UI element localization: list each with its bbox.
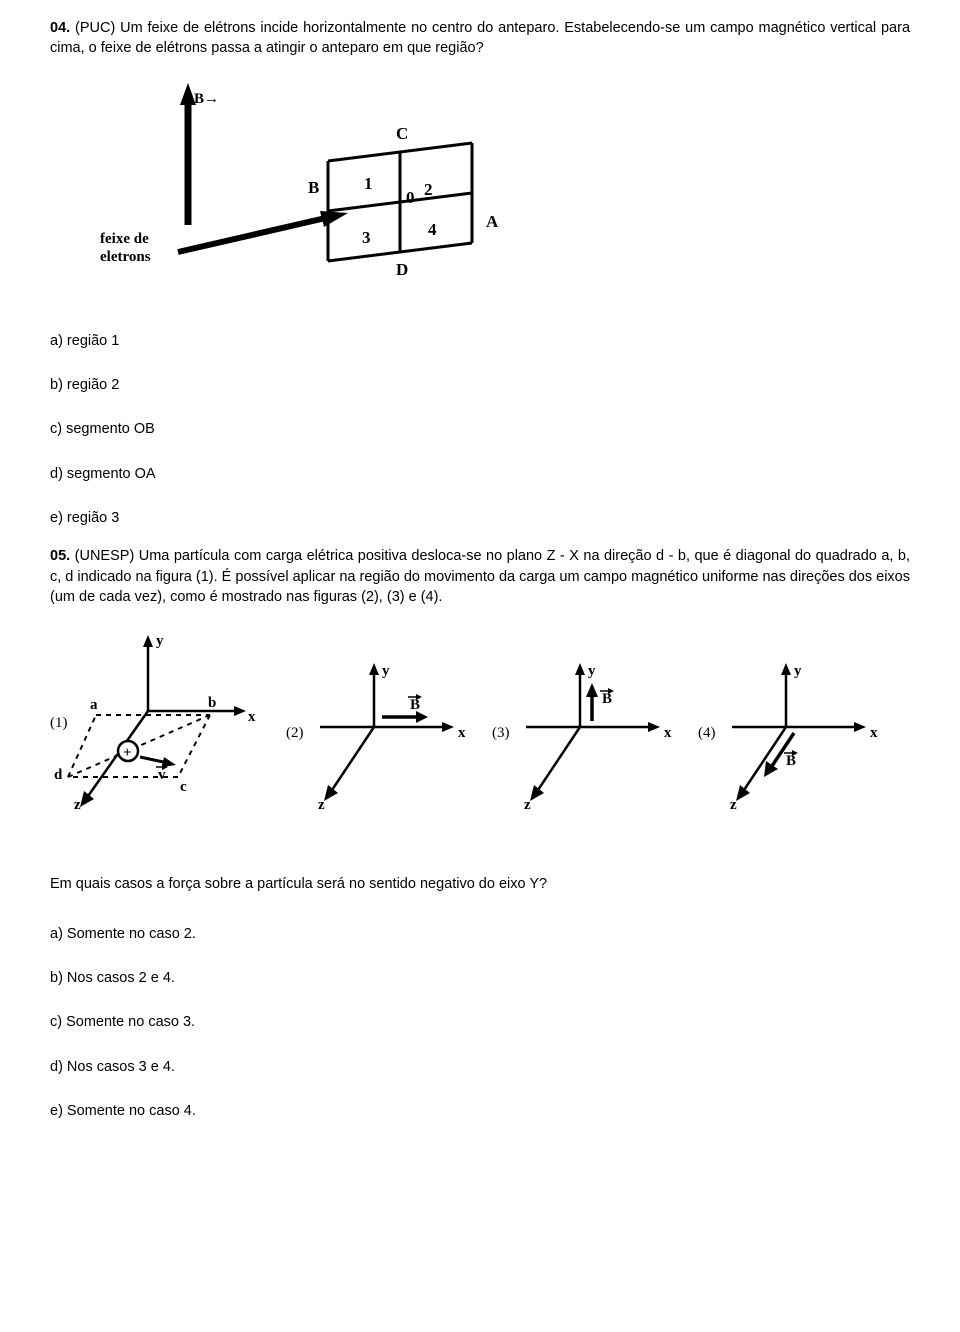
subfig-2-label: (2) — [286, 725, 304, 741]
label-1: 1 — [364, 174, 373, 193]
feixe-label-1: feixe de — [100, 231, 149, 247]
label-D: D — [396, 260, 408, 279]
q05-body: Uma partícula com carga elétrica positiv… — [50, 548, 910, 605]
z-axis-1: z — [74, 797, 81, 811]
svg-text:y: y — [588, 663, 596, 679]
label-B: B — [308, 178, 319, 197]
q04-opt-b: b) região 2 — [50, 375, 910, 395]
q05-opt-d: d) Nos casos 3 e 4. — [50, 1057, 910, 1077]
q05-source: (UNESP) — [75, 548, 135, 564]
label-4: 4 — [428, 220, 437, 239]
q04-opt-a: a) região 1 — [50, 331, 910, 351]
y-axis-1: y — [156, 633, 164, 649]
q05-opt-e: e) Somente no caso 4. — [50, 1101, 910, 1121]
svg-text:y: y — [382, 663, 390, 679]
feixe-label-2: eletrons — [100, 249, 151, 265]
q04-text: 04. (PUC) Um feixe de elétrons incide ho… — [50, 18, 910, 59]
q05-options: a) Somente no caso 2. b) Nos casos 2 e 4… — [50, 924, 910, 1121]
svg-text:c: c — [180, 779, 187, 795]
q05-text: 05. (UNESP) Uma partícula com carga elét… — [50, 546, 910, 607]
svg-text:x: x — [458, 725, 466, 741]
b-vector-label: B→ — [194, 91, 219, 107]
svg-text:z: z — [318, 797, 325, 811]
q04-figure: B→ feixe de eletrons C D B A 1 2 0 3 4 — [100, 75, 910, 301]
q05-opt-a: a) Somente no caso 2. — [50, 924, 910, 944]
q05-opt-b: b) Nos casos 2 e 4. — [50, 968, 910, 988]
q05-number: 05. — [50, 548, 70, 564]
subfig-3: y x z B (3) — [492, 661, 682, 817]
label-2: 2 — [424, 180, 433, 199]
svg-text:z: z — [524, 797, 531, 811]
svg-text:z: z — [730, 797, 737, 811]
x-axis-1: x — [248, 709, 256, 725]
q05-opt-c: c) Somente no caso 3. — [50, 1012, 910, 1032]
svg-text:B: B — [786, 753, 796, 769]
q04-opt-c: c) segmento OB — [50, 419, 910, 439]
subfig-1: y x z + v a b c d — [50, 631, 270, 817]
svg-text:+: + — [123, 745, 132, 761]
q04-opt-e: e) região 3 — [50, 508, 910, 528]
q04-body: Um feixe de elétrons incide horizontalme… — [50, 20, 910, 56]
label-C: C — [396, 124, 408, 143]
subfig-4: y x z B (4) — [698, 661, 888, 817]
q04-options: a) região 1 b) região 2 c) segmento OB d… — [50, 331, 910, 528]
subfig-4-label: (4) — [698, 725, 716, 741]
q05-question2: Em quais casos a força sobre a partícula… — [50, 874, 910, 894]
svg-text:x: x — [870, 725, 878, 741]
subfig-2: y x z B (2) — [286, 661, 476, 817]
q04-source: (PUC) — [75, 20, 115, 36]
q04-opt-d: d) segmento OA — [50, 464, 910, 484]
svg-text:b: b — [208, 695, 216, 711]
q04-number: 04. — [50, 20, 70, 36]
svg-text:d: d — [54, 767, 63, 783]
svg-text:y: y — [794, 663, 802, 679]
svg-text:B: B — [410, 697, 420, 713]
svg-text:x: x — [664, 725, 672, 741]
subfig-3-label: (3) — [492, 725, 510, 741]
svg-text:a: a — [90, 697, 98, 713]
label-0: 0 — [406, 188, 415, 207]
q05-figures: y x z + v a b c d — [50, 631, 910, 817]
label-A: A — [486, 212, 499, 231]
subfig-1-label: (1) — [50, 715, 68, 731]
label-3: 3 — [362, 228, 371, 247]
svg-text:B: B — [602, 691, 612, 707]
